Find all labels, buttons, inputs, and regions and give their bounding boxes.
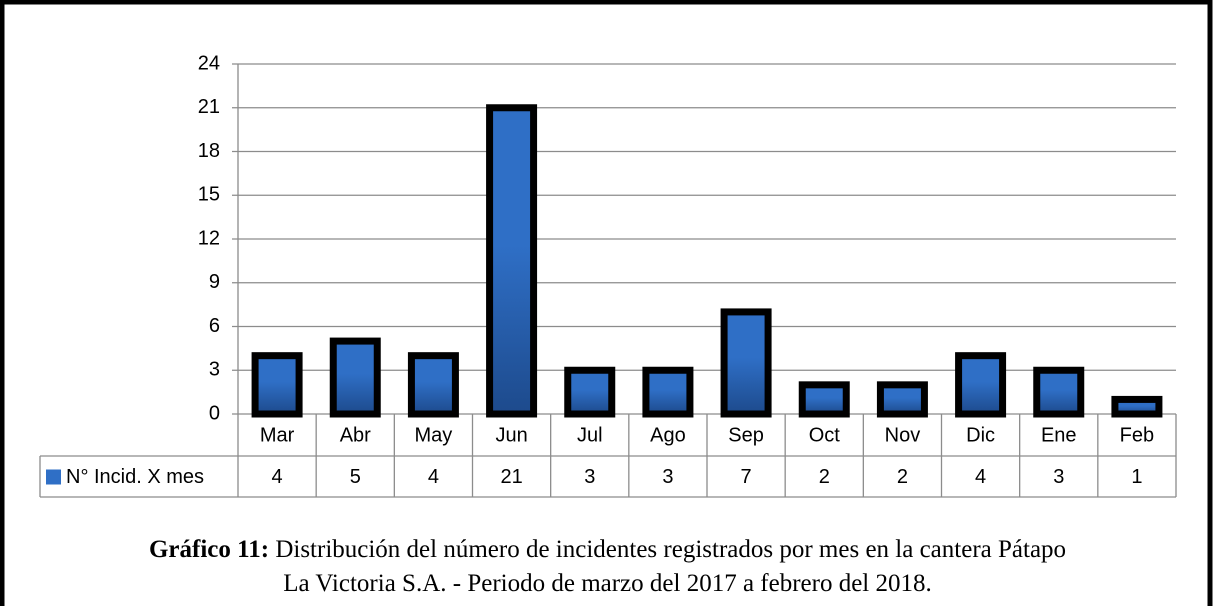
x-tick-label: Dic [966, 424, 995, 446]
table-value: 1 [1131, 466, 1142, 488]
x-tick-label: Ago [650, 424, 686, 446]
x-tick-label: May [415, 424, 453, 446]
y-tick-label: 0 [209, 402, 220, 424]
x-tick-label: Jun [495, 424, 527, 446]
caption-line: Gráfico 11: Distribución del número de i… [0, 536, 1215, 564]
caption-text: Distribución del número de incidentes re… [275, 536, 1067, 563]
bar [329, 337, 381, 418]
bar [564, 366, 616, 418]
y-tick-label: 12 [198, 227, 220, 249]
table-value: 3 [584, 466, 595, 488]
caption-text: La Victoria S.A. - Periodo de marzo del … [283, 570, 932, 597]
bar [407, 352, 459, 418]
bar [486, 104, 538, 418]
x-tick-label: Nov [885, 424, 921, 446]
y-tick-label: 21 [198, 96, 220, 118]
table-value: 3 [1053, 466, 1064, 488]
x-tick-label: Sep [728, 424, 764, 446]
y-tick-label: 3 [209, 359, 220, 381]
caption-label: Gráfico 11: [148, 536, 270, 563]
y-tick-label: 15 [198, 184, 220, 206]
x-tick-label: Abr [340, 424, 371, 446]
bar [1033, 366, 1085, 418]
x-tick-label: Jul [577, 424, 603, 446]
table-value: 2 [897, 466, 908, 488]
table-value: 5 [350, 466, 361, 488]
bar [798, 381, 850, 418]
table-value: 4 [975, 466, 986, 488]
legend-swatch [46, 469, 61, 485]
y-tick-label: 24 [198, 52, 220, 74]
table-value: 7 [741, 466, 752, 488]
y-tick-label: 6 [209, 315, 220, 337]
x-tick-label: Oct [809, 424, 841, 446]
bar [1111, 395, 1163, 418]
bar [876, 381, 928, 418]
y-tick-label: 18 [198, 140, 220, 162]
table-value: 21 [500, 466, 522, 488]
table-value: 3 [662, 466, 673, 488]
bar [251, 352, 303, 418]
legend-label: N° Incid. X mes [66, 466, 204, 488]
x-tick-label: Ene [1041, 424, 1077, 446]
x-tick-label: Mar [260, 424, 295, 446]
x-tick-label: Feb [1120, 424, 1154, 446]
table-value: 4 [272, 466, 283, 488]
table-value: 4 [428, 466, 439, 488]
bar [642, 366, 694, 418]
bar [720, 308, 772, 418]
caption-line: La Victoria S.A. - Periodo de marzo del … [0, 570, 1215, 598]
table-value: 2 [819, 466, 830, 488]
y-tick-label: 9 [209, 271, 220, 293]
bar [955, 352, 1007, 418]
